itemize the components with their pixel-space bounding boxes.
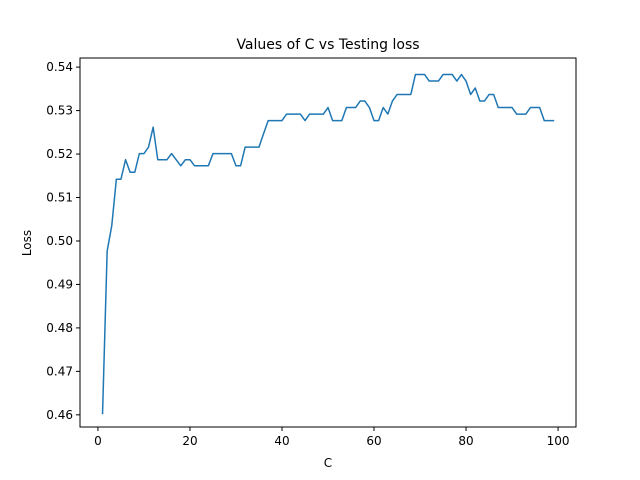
x-axis-label: C [324,456,332,470]
axes-frame [79,57,577,428]
y-tick-label: 0.50 [46,234,73,248]
y-tick-label: 0.49 [46,277,73,291]
y-tick-label: 0.47 [46,364,73,378]
x-tick-label: 80 [458,434,473,448]
x-tick-label: 100 [547,434,570,448]
series-line [101,73,555,415]
x-tick-label: 20 [182,434,197,448]
plot-area [101,73,555,415]
y-tick-label: 0.53 [46,104,73,118]
y-axis-label: Loss [20,230,34,256]
y-tick-label: 0.52 [46,147,73,161]
y-tick-label: 0.54 [46,60,73,74]
x-tick-label: 40 [274,434,289,448]
x-tick-label: 0 [94,434,102,448]
chart-title: Values of C vs Testing loss [236,37,419,53]
x-tick-label: 60 [366,434,381,448]
y-tick-label: 0.48 [46,321,73,335]
x-axis: 0 20 40 60 80 100 [94,427,570,448]
y-tick-label: 0.51 [46,191,73,205]
y-axis: 0.46 0.47 0.48 0.49 0.50 0.51 0.52 0.53 0.54 [46,60,80,422]
y-tick-label: 0.46 [46,408,73,422]
